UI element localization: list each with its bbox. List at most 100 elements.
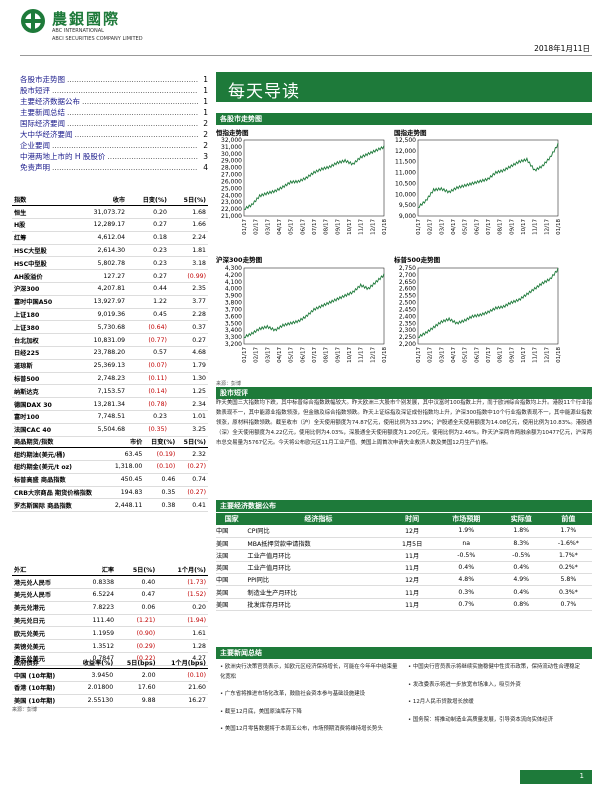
y-tick-label: 24,000 (221, 192, 242, 199)
table-cell: (0.19) (144, 447, 178, 462)
table-cell: 0.4% (497, 585, 545, 599)
news-item-text: 截至12月底，美国原油库存下降 (224, 708, 302, 715)
toc-item-title[interactable]: 各股市走势图 (20, 75, 65, 84)
table-cell: 香港 (10年期) (12, 681, 71, 695)
logo-subtitle-2: ABCI SECURITIES COMPANY LIMITED (52, 36, 143, 42)
toc-item-page: 4 (203, 163, 208, 172)
toc-leader (67, 118, 198, 129)
series-line (243, 273, 385, 339)
y-tick-label: 2,250 (399, 334, 416, 341)
news-item-text: 广东省将推进市场化改革，鼓励社会资本参与基础设施建设 (224, 691, 366, 698)
table-cell: 中国 (216, 573, 248, 587)
table-header-cell: 前值 (544, 513, 592, 525)
table-cell: 11月 (389, 549, 435, 563)
table-cell: 富时中国A50 (12, 295, 75, 309)
toc-item[interactable]: 大中华经济要闻 2 (20, 129, 208, 140)
table-cell: 1.66 (168, 218, 208, 232)
toc-item[interactable]: 国际经济要闻 2 (20, 118, 208, 129)
table-cell: 英镑兑美元 (12, 639, 77, 654)
x-tick-label: 09/17 (335, 347, 341, 363)
table-of-contents: 各股市走势图1股市短评1主要经济数据公布1主要新闻总结1国际经济要闻2大中华经济… (20, 74, 208, 173)
table-cell: 2.00 (115, 668, 158, 683)
table-row: 美国 (10年期) 2.55130 9.88 16.27 (12, 694, 208, 708)
x-tick-label: 12/17 (544, 347, 550, 363)
y-tick-label: 2,700 (399, 272, 416, 279)
toc-item[interactable]: 中港两地上市的 H 股股价 3 (20, 151, 208, 162)
toc-item-title[interactable]: 中港两地上市的 H 股股价 (20, 152, 106, 161)
table-cell: 2,614.30 (74, 244, 128, 258)
table-row: 日经225 23,788.20 0.57 4.68 (12, 346, 208, 360)
table-cell: 1.68 (168, 205, 208, 220)
table-header-row: 国家 经济指标 时间 市场预期 实际值 前值 (216, 513, 592, 525)
table-cell: 上证380 (12, 320, 75, 335)
news-item-text: 美国12月零售数据将于本周五公布，市场预期消费将维持增长势头 (224, 726, 383, 733)
table-cell: (0.07) (127, 359, 169, 373)
toc-item-page: 1 (203, 97, 208, 106)
y-tick-label: 30,000 (221, 151, 242, 158)
toc-item-title[interactable]: 主要新闻总结 (20, 108, 65, 117)
toc-leader (52, 85, 198, 96)
toc-item[interactable]: 主要经济数据公布 1 (20, 96, 208, 107)
y-tick-label: 2,300 (399, 327, 416, 334)
toc-item-title[interactable]: 大中华经济要闻 (20, 130, 73, 139)
toc-item[interactable]: 企业要闻 2 (20, 140, 208, 151)
toc-item-title[interactable]: 主要经济数据公布 (20, 97, 80, 106)
table-row: 欧元兑美元 1.1959 (0.90) 1.61 (12, 626, 208, 641)
toc-item[interactable]: 股市短评 1 (20, 85, 208, 96)
toc-item-title[interactable]: 股市短评 (20, 86, 50, 95)
table-cell: -0.5% (434, 549, 498, 563)
chart-title-hscei: 国指走势图 (394, 129, 427, 137)
toc-item-title[interactable]: 企业要闻 (20, 141, 50, 150)
table-cell: 17.60 (115, 681, 158, 695)
x-tick-label: 04/17 (451, 347, 457, 363)
table-row: 红筹 4,612.04 0.18 2.24 (12, 231, 208, 245)
toc-item-title[interactable]: 免责声明 (20, 163, 50, 172)
table-cell: (0.99) (168, 269, 208, 284)
table-cell: 1.25 (168, 384, 208, 399)
table-cell: 标普高盛 商品指数 (12, 473, 108, 487)
table-row: 港元兑人民币 0.8338 0.40 (1.73) (12, 575, 208, 590)
table-cell: (0.14) (127, 384, 169, 399)
x-tick-label: 05/17 (463, 219, 469, 235)
table-cell: -1.6%* (544, 537, 592, 550)
table-row: 法国CAC 40 5,504.68 (0.35) 3.25 (12, 423, 208, 437)
table-cell: 0.40 (116, 575, 158, 590)
table-row: 上证380 5,730.68 (0.64) 0.37 (12, 320, 208, 335)
news-item: • 国务院：将推动制造业高质量发展，引导资本流向实体经济 (408, 716, 554, 723)
table-header-cell: 1个月(%) (157, 563, 208, 577)
table-cell: 美元兑港元 (12, 601, 77, 615)
section-eco-header: 主要经济数据公布 (216, 500, 592, 512)
table-header-cell: 市场预期 (434, 513, 498, 525)
toc-leader (52, 162, 198, 173)
x-tick-label: 06/17 (300, 347, 306, 363)
news-item-text: 国务院：将推动制造业高质量发展，引导资本流向实体经济 (412, 716, 554, 723)
table-cell: (0.27) (177, 460, 208, 474)
section-news-header: 主要新闻总结 (216, 647, 592, 659)
header-divider (20, 55, 592, 56)
toc-item[interactable]: 各股市走势图 1 (20, 74, 208, 85)
x-tick-label: 05/17 (289, 347, 295, 363)
table-header-cell: 1个月(bps) (157, 656, 208, 670)
table-cell: (0.10) (144, 460, 178, 474)
toc-item[interactable]: 免责声明 4 (20, 162, 208, 173)
table-cell: 3.77 (168, 295, 208, 309)
market-brief-text: 昨天美国三大指数均下跌，其中标普综合指数跌幅较大。昨天欧洲三大股市个别发展，其中… (216, 400, 592, 446)
x-tick-label: 01/18 (382, 219, 388, 235)
toc-item-title[interactable]: 国际经济要闻 (20, 119, 65, 128)
table-cell: 2,748.23 (74, 372, 128, 386)
news-summary: • 欧洲央行决策官员表示，如欧元区经济保持增长，可能在今年年中结束量化宽松 • 广… (216, 661, 592, 745)
table-cell: -0.5% (497, 549, 545, 563)
table-cell: 1.61 (157, 626, 208, 641)
table-header-cell: 外汇 (12, 563, 77, 577)
table-row: 道琼斯 25,369.13 (0.07) 1.79 (12, 359, 208, 373)
news-column-left: • 欧洲央行决策官员表示，如欧元区经济保持增长，可能在今年年中结束量化宽松 • 广… (216, 661, 404, 745)
toc-leader (67, 74, 198, 85)
y-tick-label: 3,200 (225, 341, 242, 348)
abc-logo-icon (21, 9, 45, 33)
toc-item-page: 1 (203, 108, 208, 117)
table-cell: 1.9% (434, 525, 498, 538)
bonds-table: 政府债券 收益率(%) 5日(bps) 1个月(bps) 中国 (10年期) 3.9450… (12, 656, 208, 708)
y-tick-label: 3,400 (225, 327, 242, 334)
x-tick-label: 01/17 (242, 219, 248, 235)
toc-item[interactable]: 主要新闻总结 1 (20, 107, 208, 118)
